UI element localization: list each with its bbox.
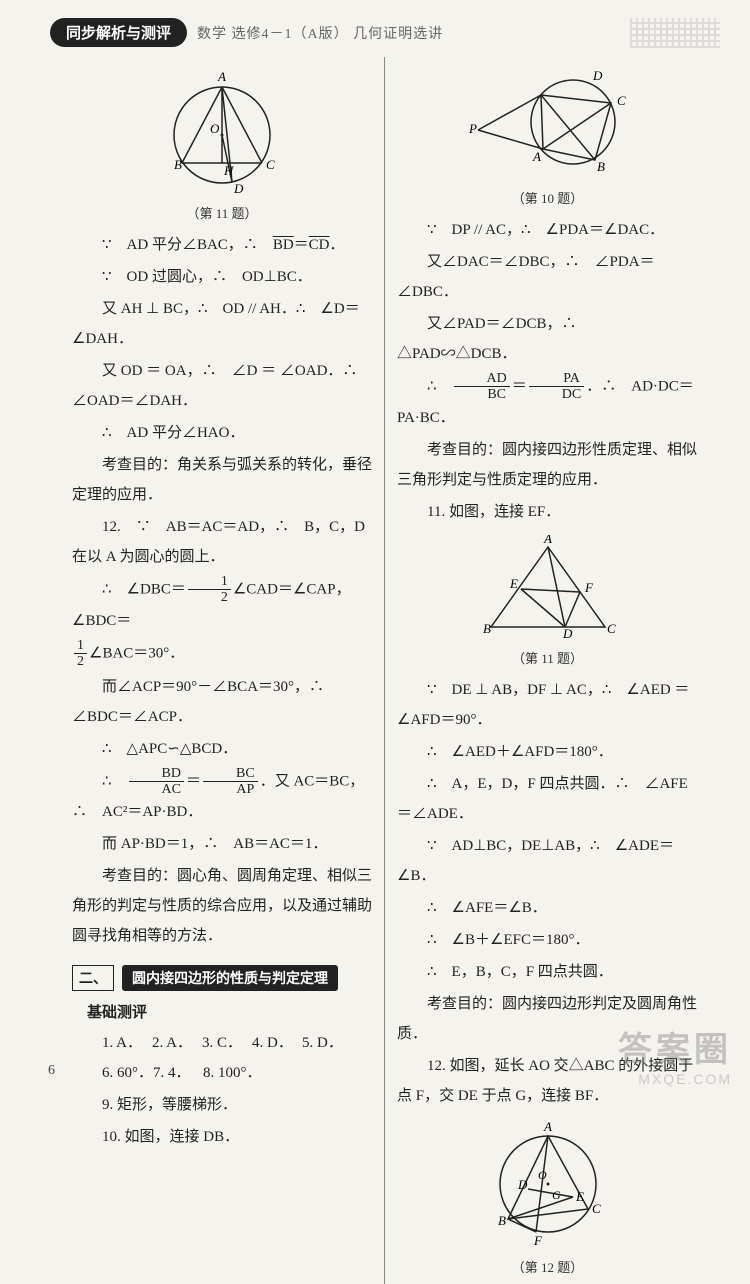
text-line: ∴ BDAC＝BCAP．又 AC＝BC，∴ AC²＝AP·BD． (72, 766, 372, 828)
page-number: 6 (48, 1063, 55, 1079)
section-number: 二、 (72, 965, 114, 991)
answers-row1: 1. A．2. A．3. C．4. D．5. D． (72, 1028, 372, 1058)
text-line: ∴ △APC∽△BCD． (72, 734, 372, 764)
caption-10-right: （第 10 题） (397, 188, 698, 207)
svg-text:F: F (533, 1233, 543, 1248)
svg-text:B: B (597, 159, 605, 174)
svg-text:D: D (562, 626, 573, 640)
text-line: 考查目的：角关系与弧关系的转化，垂径定理的应用． (72, 450, 372, 510)
text-line: 考查目的：圆心角、圆周角定理、相似三角形的判定与性质的综合应用，以及通过辅助圆寻… (72, 861, 372, 951)
text-line: 而 AP·BD＝1，∴ AB＝AC＝1． (72, 829, 372, 859)
label-C: C (266, 157, 275, 172)
watermark-big: 答案圈 (618, 1022, 732, 1071)
text-line: ∵ OD 过圆心，∴ OD⊥BC． (72, 262, 372, 292)
svg-text:E: E (509, 576, 518, 591)
answer-9: 9. 矩形，等腰梯形． (72, 1090, 372, 1120)
text-line: 又 AH ⊥ BC，∴ OD // AH．∴ ∠D＝∠DAH． (72, 294, 372, 354)
text-line: 考查目的：圆内接四边形性质定理、相似三角形判定与性质定理的应用． (397, 435, 698, 495)
label-H: H (223, 163, 234, 178)
watermark-small: MXQE.COM (618, 1071, 732, 1087)
svg-text:C: C (592, 1201, 601, 1216)
header-badge: 同步解析与测评 (50, 18, 187, 47)
section-heading: 二、 圆内接四边形的性质与判定定理 (72, 965, 372, 991)
svg-text:C: C (617, 93, 626, 108)
text-line: ∴ E，B，C，F 四点共圆． (397, 957, 698, 987)
text-line: ∴ ∠B＋∠EFC＝180°． (397, 925, 698, 955)
caption-12-right: （第 12 题） (397, 1257, 698, 1276)
svg-text:O: O (538, 1168, 547, 1182)
figure-12-right: A B C D E F G O (397, 1119, 698, 1249)
svg-text:A: A (532, 149, 541, 164)
text-line: ∴ ∠DBC＝12∠CAD＝∠CAP，∠BDC＝ (72, 574, 372, 636)
caption-11-right: （第 11 题） (397, 648, 698, 667)
text-line: ∵ DE ⊥ AB，DF ⊥ AC，∴ ∠AED ＝∠AFD＝90°． (397, 675, 698, 735)
section-title: 圆内接四边形的性质与判定定理 (122, 965, 338, 991)
figure-11-right: A B C D E F (397, 535, 698, 640)
svg-text:B: B (498, 1213, 506, 1228)
text-line: 而∠ACP＝90°－∠BCA＝30°，∴ ∠BDC＝∠ACP． (72, 672, 372, 732)
text-line: 12. ∵ AB＝AC＝AD，∴ B，C，D 在以 A 为圆心的圆上． (72, 512, 372, 572)
text-line: ∴ ∠AED＋∠AFD＝180°． (397, 737, 698, 767)
svg-text:A: A (543, 1119, 552, 1134)
text-line: ∵ AD 平分∠BAC，∴ BD＝CD． (72, 230, 372, 260)
text-line: ∵ AD⊥BC，DE⊥AB，∴ ∠ADE＝∠B． (397, 831, 698, 891)
header-subtitle: 数学 选修4－1（A版） 几何证明选讲 (197, 23, 443, 43)
text-line: ∴ ∠AFE＝∠B． (397, 893, 698, 923)
svg-text:D: D (517, 1177, 528, 1192)
label-B: B (174, 157, 182, 172)
page-header: 同步解析与测评 数学 选修4－1（A版） 几何证明选讲 (0, 0, 750, 57)
svg-text:P: P (468, 121, 477, 136)
header-pattern (630, 18, 720, 48)
figure-11-left: A B C D O H (72, 65, 372, 195)
svg-text:B: B (483, 621, 491, 636)
caption-11-left: （第 11 题） (72, 203, 372, 222)
text-line: ∴ ADBC＝PADC．∴ AD·DC＝PA·BC． (397, 371, 698, 433)
text-line: ∴ A，E，D，F 四点共圆．∴ ∠AFE＝∠ADE． (397, 769, 698, 829)
svg-text:C: C (607, 621, 616, 636)
label-A: A (217, 69, 226, 84)
answer-10: 10. 如图，连接 DB． (72, 1122, 372, 1152)
content-columns: A B C D O H （第 11 题） ∵ AD 平分∠BAC，∴ BD＝CD… (0, 57, 750, 1284)
text-line: 11. 如图，连接 EF． (397, 497, 698, 527)
text-line: ∵ DP // AC，∴ ∠PDA＝∠DAC． (397, 215, 698, 245)
text-line: 又∠PAD＝∠DCB，∴ △PAD∽△DCB． (397, 309, 698, 369)
svg-text:E: E (575, 1189, 584, 1204)
right-column: D C B A P （第 10 题） ∵ DP // AC，∴ ∠PDA＝∠DA… (385, 57, 710, 1284)
figure-10-right: D C B A P (397, 65, 698, 180)
subheading-basic: 基础测评 (87, 1001, 372, 1022)
watermark: 答案圈 MXQE.COM (618, 1022, 732, 1087)
text-line: 又 OD ＝ OA，∴ ∠D ＝ ∠OAD．∴ ∠OAD＝∠DAH． (72, 356, 372, 416)
text-line: 12∠BAC＝30°． (72, 638, 372, 670)
svg-text:G: G (552, 1188, 561, 1202)
left-column: A B C D O H （第 11 题） ∵ AD 平分∠BAC，∴ BD＝CD… (60, 57, 385, 1284)
svg-text:D: D (592, 68, 603, 83)
answers-row2: 6. 60°．7. 4．8. 100°． (72, 1058, 372, 1088)
text-line: ∴ AD 平分∠HAO． (72, 418, 372, 448)
label-O: O (210, 121, 220, 136)
text-line: 又∠DAC＝∠DBC，∴ ∠PDA＝∠DBC． (397, 247, 698, 307)
svg-text:F: F (584, 580, 594, 595)
svg-text:A: A (543, 535, 552, 546)
label-D: D (233, 181, 244, 195)
